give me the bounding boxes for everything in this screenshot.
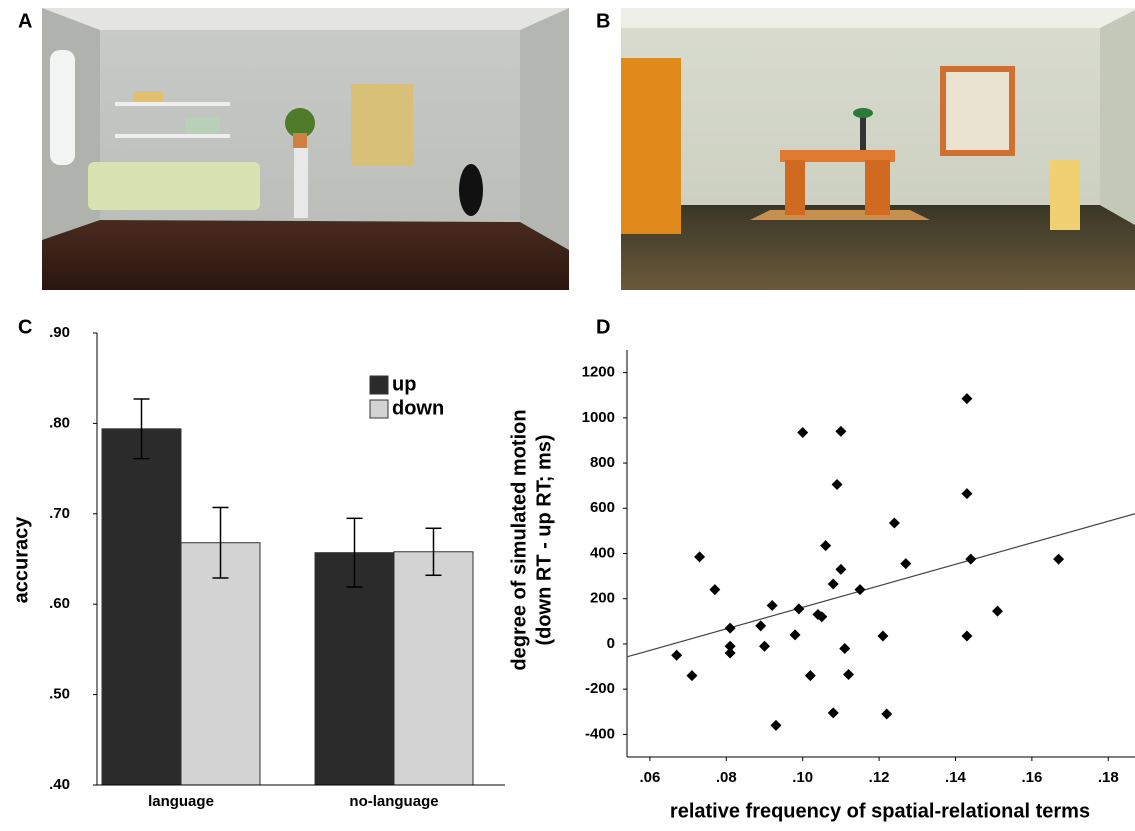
y-axis-label: accuracy xyxy=(10,516,32,604)
y-tick-label: .40 xyxy=(49,776,70,793)
point xyxy=(832,479,843,490)
point xyxy=(759,641,770,652)
point xyxy=(828,579,839,590)
x-tick-label: .06 xyxy=(639,769,660,786)
y-tick-label: .80 xyxy=(49,414,70,431)
y-tick-label: .70 xyxy=(49,505,70,522)
page: A B Caccuracy .40 .50 .60 .70 .80 .90 language n… xyxy=(0,0,1135,831)
point xyxy=(839,643,850,654)
y-tick-label: 400 xyxy=(590,544,615,561)
panel-label: C xyxy=(18,316,32,338)
point xyxy=(992,606,1003,617)
panel-label: B xyxy=(596,10,610,32)
y-tick-label: 1000 xyxy=(582,409,615,426)
y-tick-label: 200 xyxy=(590,590,615,607)
y-tick-label: .50 xyxy=(49,686,70,703)
panel-label: A xyxy=(18,10,32,32)
point xyxy=(835,564,846,575)
point xyxy=(854,584,865,595)
point xyxy=(671,650,682,661)
y-axis-label: degree of simulated motion xyxy=(508,409,530,670)
point xyxy=(694,551,705,562)
y-tick-label: 0 xyxy=(607,635,615,652)
y-tick-label: -400 xyxy=(585,725,615,742)
x-tick-label: .16 xyxy=(1021,769,1042,786)
y-tick-label: .60 xyxy=(49,595,70,612)
x-tick-label: .14 xyxy=(945,769,967,786)
point xyxy=(767,600,778,611)
point xyxy=(965,554,976,565)
point xyxy=(961,631,972,642)
y-axis-label: (down RT - up RT; ms) xyxy=(533,434,555,645)
bar xyxy=(394,552,473,785)
y-tick-label: -200 xyxy=(585,680,615,697)
y-tick-label: .90 xyxy=(49,324,70,341)
x-tick-label: .18 xyxy=(1098,769,1119,786)
bar xyxy=(102,429,181,785)
point xyxy=(881,709,892,720)
legend-swatch xyxy=(370,400,388,418)
point xyxy=(1053,554,1064,565)
point xyxy=(797,427,808,438)
photo-b xyxy=(621,8,1135,290)
point xyxy=(725,623,736,634)
legend-label: up xyxy=(392,373,416,395)
point xyxy=(805,670,816,681)
point xyxy=(686,670,697,681)
photo-a xyxy=(42,8,569,290)
point xyxy=(889,517,900,528)
bar xyxy=(181,543,260,785)
x-tick-label: no-language xyxy=(349,793,438,810)
legend-swatch xyxy=(370,376,388,394)
legend-label: down xyxy=(392,397,444,419)
point xyxy=(725,647,736,658)
point xyxy=(843,669,854,680)
y-tick-label: 600 xyxy=(590,499,615,516)
point xyxy=(961,488,972,499)
y-tick-label: 1200 xyxy=(582,364,615,381)
point xyxy=(709,584,720,595)
x-axis-label: relative frequency of spatial-relational… xyxy=(670,800,1090,822)
point xyxy=(961,393,972,404)
point xyxy=(793,603,804,614)
point xyxy=(828,707,839,718)
y-tick-label: 800 xyxy=(590,454,615,471)
point xyxy=(755,620,766,631)
x-tick-label: .08 xyxy=(716,769,737,786)
panel-label: D xyxy=(596,316,610,338)
figure: A B Caccuracy .40 .50 .60 .70 .80 .90 language n… xyxy=(0,0,1135,826)
point xyxy=(877,631,888,642)
point xyxy=(820,540,831,551)
point xyxy=(770,720,781,731)
point xyxy=(790,629,801,640)
x-tick-label: .10 xyxy=(792,769,813,786)
x-tick-label: language xyxy=(148,793,214,810)
point xyxy=(835,426,846,437)
x-tick-label: .12 xyxy=(869,769,890,786)
point xyxy=(900,558,911,569)
